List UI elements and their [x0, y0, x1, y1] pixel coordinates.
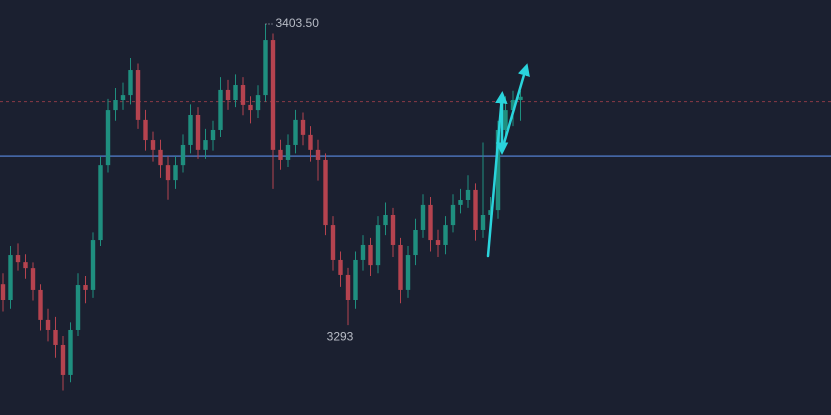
candle-body — [15, 255, 21, 263]
candle-body — [420, 204, 426, 230]
candle-body — [113, 100, 118, 111]
candle-body — [83, 285, 88, 290]
candle-body — [390, 214, 396, 245]
candle-body — [405, 255, 411, 290]
candle-body — [218, 89, 223, 130]
candle-body — [150, 140, 156, 150]
candle-body — [278, 149, 283, 160]
low-label: 3293 — [327, 329, 354, 343]
candle-body — [480, 214, 486, 230]
candle-body — [285, 144, 291, 160]
candle-body — [473, 189, 478, 230]
candle-body — [510, 100, 516, 111]
candle-body — [293, 119, 298, 145]
candle-body — [23, 262, 28, 269]
candle-body — [368, 244, 373, 266]
candle-body — [360, 244, 366, 260]
high-label: 3403.50 — [276, 16, 320, 30]
candle-body — [30, 268, 36, 290]
candle-body — [0, 284, 6, 301]
candle-body — [158, 149, 163, 166]
candles — [0, 23, 523, 391]
candle-body — [413, 229, 418, 256]
candle-body — [458, 200, 463, 205]
candle-body — [450, 204, 456, 226]
candle-body — [263, 40, 268, 96]
candle-body — [195, 114, 201, 150]
candle-body — [503, 110, 508, 130]
annotations: 3403.50 3293 — [265, 16, 354, 343]
candle-body — [128, 70, 133, 96]
candle-body — [300, 119, 306, 135]
candle-body — [203, 140, 208, 150]
candle-body — [75, 285, 81, 330]
candle-body — [330, 225, 336, 260]
candle-body — [488, 210, 493, 215]
candle-body — [68, 329, 73, 375]
candle-body — [173, 165, 178, 181]
candle-body — [105, 110, 111, 166]
candle-body — [435, 240, 441, 245]
candle-body — [375, 225, 381, 266]
candle-body — [233, 85, 238, 101]
candle-body — [225, 89, 231, 101]
candle-body — [353, 259, 358, 301]
candle-body — [143, 119, 148, 141]
candle-body — [210, 129, 216, 141]
candle-body — [240, 85, 246, 105]
candle-body — [443, 225, 448, 245]
candle-body — [135, 70, 141, 120]
arrow — [500, 63, 530, 152]
candle-body — [53, 329, 58, 345]
candle-body — [188, 114, 193, 145]
arrow — [486, 91, 508, 258]
candle-body — [495, 129, 501, 211]
candle-body — [45, 319, 51, 330]
candle-body — [248, 104, 253, 111]
candle-body — [90, 240, 96, 290]
drawn-arrows — [486, 63, 530, 258]
candle-body — [38, 289, 43, 320]
candle-body — [180, 144, 186, 166]
candle-body — [383, 214, 388, 226]
candle-body — [465, 189, 471, 201]
candle-body — [345, 274, 351, 301]
candle-body — [338, 259, 343, 275]
candle-body — [8, 255, 13, 301]
candle-body — [120, 95, 126, 101]
candle-body — [518, 96, 523, 101]
candle-body — [315, 149, 321, 160]
candle-body — [165, 165, 171, 181]
candle-body — [60, 344, 66, 375]
candle-body — [398, 244, 403, 290]
candle-body — [255, 95, 261, 111]
candle-body — [98, 165, 103, 241]
candle-body — [270, 40, 276, 150]
candle-body — [323, 159, 328, 226]
candle-body — [428, 204, 433, 241]
candle-body — [308, 134, 313, 150]
